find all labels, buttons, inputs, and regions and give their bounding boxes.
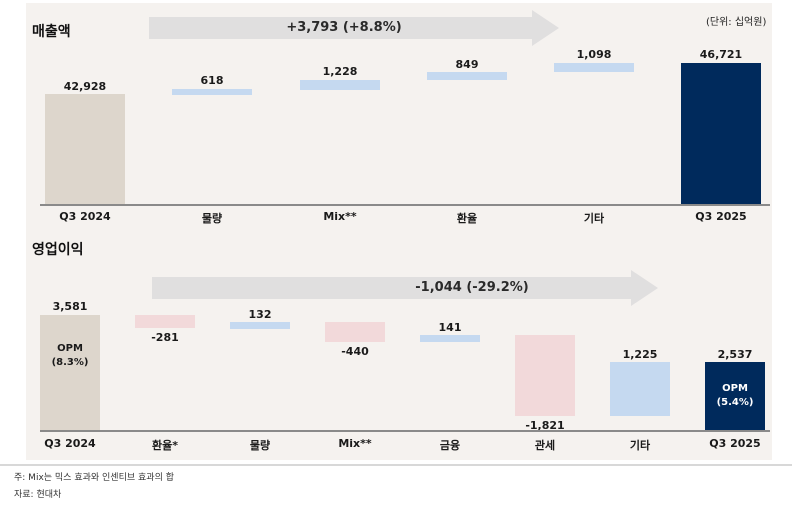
op-value-volume: 132 bbox=[248, 308, 272, 321]
revenue-cat-fx: 환율 bbox=[456, 212, 478, 225]
opm-label: OPM bbox=[57, 343, 83, 354]
revenue-value-other: 1,098 bbox=[576, 48, 612, 61]
op-profit-change-label: -1,044 (-29.2%) bbox=[415, 280, 529, 295]
op-value-mix: -440 bbox=[341, 345, 369, 358]
op-value-finance: 141 bbox=[438, 321, 462, 334]
revenue-bar-volume bbox=[172, 89, 252, 95]
op-bar-tariff bbox=[515, 335, 575, 416]
revenue-title: 매출액 bbox=[32, 24, 71, 40]
revenue-cat-volume: 물량 bbox=[201, 212, 223, 225]
opm-value: (5.4%) bbox=[716, 397, 754, 408]
op-cat-q3-2025: Q3 2025 bbox=[709, 437, 761, 450]
op-value-fx: -281 bbox=[151, 331, 179, 344]
revenue-cat-q3-2024: Q3 2024 bbox=[59, 210, 111, 223]
op-opm-q3-2025: OPM (5.4%) bbox=[705, 382, 765, 410]
revenue-value-q3-2025: 46,721 bbox=[699, 48, 743, 61]
op-bar-volume bbox=[230, 322, 290, 329]
op-value-other: 1,225 bbox=[622, 348, 658, 361]
op-bar-q3-2024 bbox=[40, 315, 100, 431]
op-bar-finance bbox=[420, 335, 480, 342]
revenue-value-q3-2024: 42,928 bbox=[63, 80, 107, 93]
op-cat-finance: 금융 bbox=[439, 439, 461, 452]
op-value-q3-2024: 3,581 bbox=[52, 300, 88, 313]
op-profit-title: 영업이익 bbox=[32, 242, 84, 258]
op-bar-other bbox=[610, 362, 670, 416]
revenue-cat-q3-2025: Q3 2025 bbox=[695, 210, 747, 223]
revenue-bar-other bbox=[554, 63, 634, 72]
source-note: 자료: 현대차 bbox=[14, 490, 62, 500]
revenue-bar-q3-2024 bbox=[45, 94, 125, 204]
unit-label: (단위: 십억원) bbox=[706, 17, 767, 28]
revenue-value-fx: 849 bbox=[455, 58, 479, 71]
revenue-baseline bbox=[40, 204, 770, 206]
op-bar-mix bbox=[325, 322, 385, 342]
footnote: 주: Mix는 믹스 효과와 인센티브 효과의 합 bbox=[14, 473, 174, 483]
op-cat-mix: Mix** bbox=[338, 437, 372, 450]
op-cat-other: 기타 bbox=[629, 439, 651, 452]
op-opm-q3-2024: OPM (8.3%) bbox=[40, 342, 100, 370]
op-cat-fx: 환율* bbox=[152, 439, 178, 452]
revenue-cat-other: 기타 bbox=[583, 212, 605, 225]
op-cat-tariff: 관세 bbox=[534, 439, 556, 452]
op-cat-volume: 물량 bbox=[249, 439, 271, 452]
op-bar-q3-2025 bbox=[705, 362, 765, 431]
op-profit-change-arrow bbox=[152, 270, 658, 306]
revenue-value-mix: 1,228 bbox=[322, 65, 358, 78]
opm-label: OPM bbox=[722, 383, 748, 394]
op-cat-q3-2024: Q3 2024 bbox=[44, 437, 96, 450]
op-value-q3-2025: 2,537 bbox=[717, 348, 753, 361]
revenue-bar-q3-2025 bbox=[681, 63, 761, 204]
revenue-value-volume: 618 bbox=[200, 74, 224, 87]
opm-value: (8.3%) bbox=[51, 357, 89, 368]
revenue-bar-mix bbox=[300, 80, 380, 90]
op-bar-fx bbox=[135, 315, 195, 328]
revenue-cat-mix: Mix** bbox=[323, 210, 357, 223]
revenue-bar-fx bbox=[427, 72, 507, 80]
op-baseline bbox=[40, 430, 770, 432]
footer-divider bbox=[0, 464, 792, 466]
revenue-change-arrow bbox=[149, 10, 559, 46]
revenue-change-label: +3,793 (+8.8%) bbox=[286, 20, 402, 35]
op-value-tariff: -1,821 bbox=[525, 419, 565, 432]
